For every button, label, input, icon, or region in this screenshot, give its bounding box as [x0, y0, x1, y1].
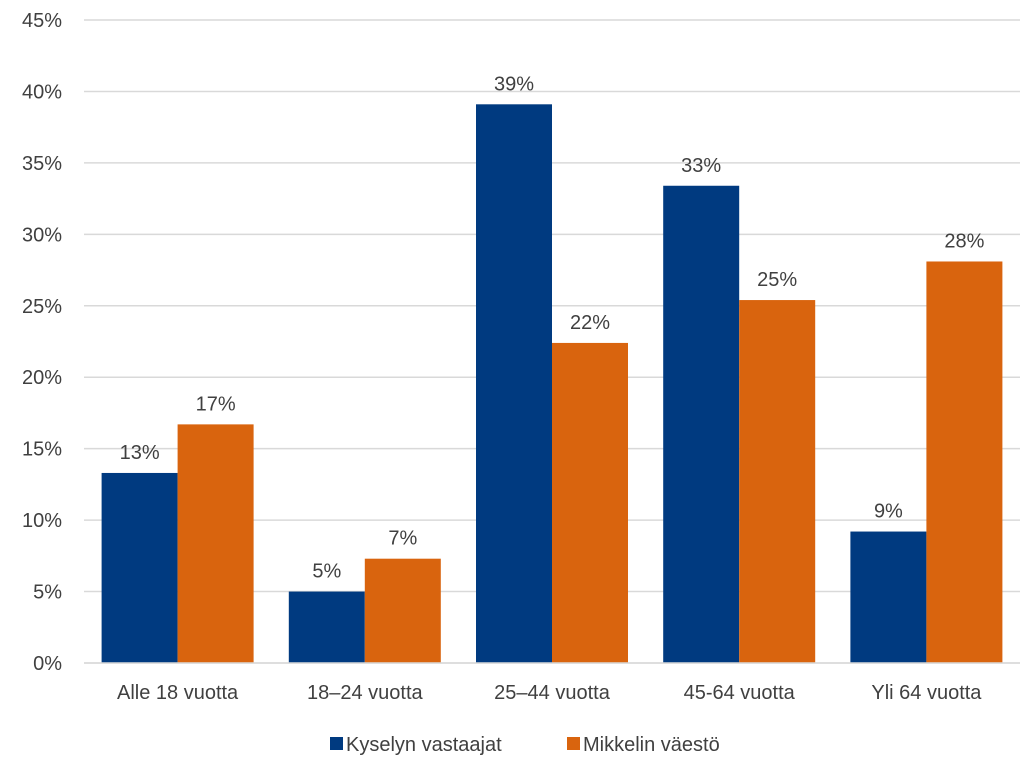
y-tick-label: 10% — [22, 510, 62, 532]
bar — [177, 424, 254, 663]
bar — [739, 300, 816, 663]
y-tick-label: 40% — [22, 81, 62, 103]
y-tick-label: 25% — [22, 296, 62, 318]
data-label: 33% — [681, 155, 721, 177]
legend-swatch — [330, 737, 343, 750]
y-tick-label: 20% — [22, 367, 62, 389]
bar — [926, 261, 1003, 663]
legend-swatch — [567, 737, 580, 750]
x-tick-label: 18–24 vuotta — [307, 682, 424, 704]
data-label: 7% — [388, 528, 417, 550]
data-label: 22% — [570, 312, 610, 334]
legend: Kyselyn vastaajat Mikkelin väestö — [330, 734, 720, 756]
y-tick-label: 30% — [22, 224, 62, 246]
bars — [101, 104, 1003, 664]
x-tick-label: Alle 18 vuotta — [117, 682, 239, 704]
y-tick-label: 5% — [33, 582, 62, 604]
y-tick-label: 35% — [22, 153, 62, 175]
legend-label: Mikkelin väestö — [583, 734, 720, 756]
data-label: 28% — [944, 230, 984, 252]
bar — [101, 472, 178, 663]
legend-label: Kyselyn vastaajat — [346, 734, 502, 756]
bar — [476, 104, 552, 663]
x-tick-label: 45-64 vuotta — [684, 682, 796, 704]
x-axis: Alle 18 vuotta 18–24 vuotta 25–44 vuotta 45… — [84, 662, 1020, 704]
bar — [850, 531, 927, 663]
data-label: 13% — [120, 442, 160, 464]
data-label: 25% — [757, 269, 797, 291]
data-label: 17% — [196, 393, 236, 415]
data-labels: 13% 17% 5% 7% 39% 22% 33% 25% 9% 28% — [120, 73, 985, 582]
y-tick-label: 15% — [22, 439, 62, 461]
y-tick-label: 45% — [22, 10, 62, 32]
bar — [663, 185, 740, 664]
bar — [552, 342, 628, 663]
x-tick-label: 25–44 vuotta — [494, 682, 611, 704]
data-label: 9% — [874, 501, 903, 523]
y-axis: 0% 5% 10% 15% 20% 25% 30% 35% 40% 45% — [22, 10, 62, 675]
x-tick-label: Yli 64 vuotta — [871, 682, 982, 704]
data-label: 39% — [494, 73, 534, 95]
bar — [288, 591, 365, 663]
bar — [364, 558, 441, 663]
data-label: 5% — [312, 561, 341, 583]
y-tick-label: 0% — [33, 653, 62, 675]
